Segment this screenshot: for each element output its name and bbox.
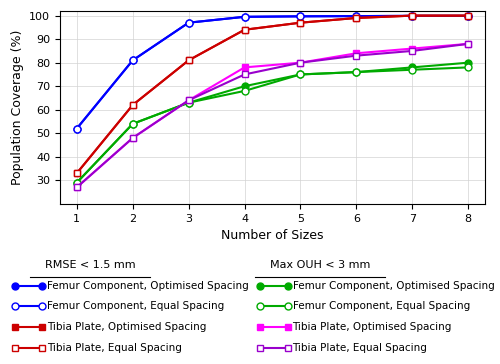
Text: Femur Component, Equal Spacing: Femur Component, Equal Spacing	[292, 301, 470, 312]
Text: Femur Component, Optimised Spacing: Femur Component, Optimised Spacing	[48, 281, 249, 291]
Text: RMSE < 1.5 mm: RMSE < 1.5 mm	[44, 260, 136, 269]
X-axis label: Number of Sizes: Number of Sizes	[221, 229, 324, 242]
Text: Tibia Plate, Equal Spacing: Tibia Plate, Equal Spacing	[48, 343, 182, 353]
Y-axis label: Population Coverage (%): Population Coverage (%)	[10, 30, 24, 185]
Text: Tibia Plate, Optimised Spacing: Tibia Plate, Optimised Spacing	[292, 322, 452, 332]
Text: Tibia Plate, Optimised Spacing: Tibia Plate, Optimised Spacing	[48, 322, 207, 332]
Text: Femur Component, Optimised Spacing: Femur Component, Optimised Spacing	[292, 281, 494, 291]
Text: Femur Component, Equal Spacing: Femur Component, Equal Spacing	[48, 301, 225, 312]
Text: Tibia Plate, Equal Spacing: Tibia Plate, Equal Spacing	[292, 343, 428, 353]
Text: Max OUH < 3 mm: Max OUH < 3 mm	[270, 260, 370, 269]
